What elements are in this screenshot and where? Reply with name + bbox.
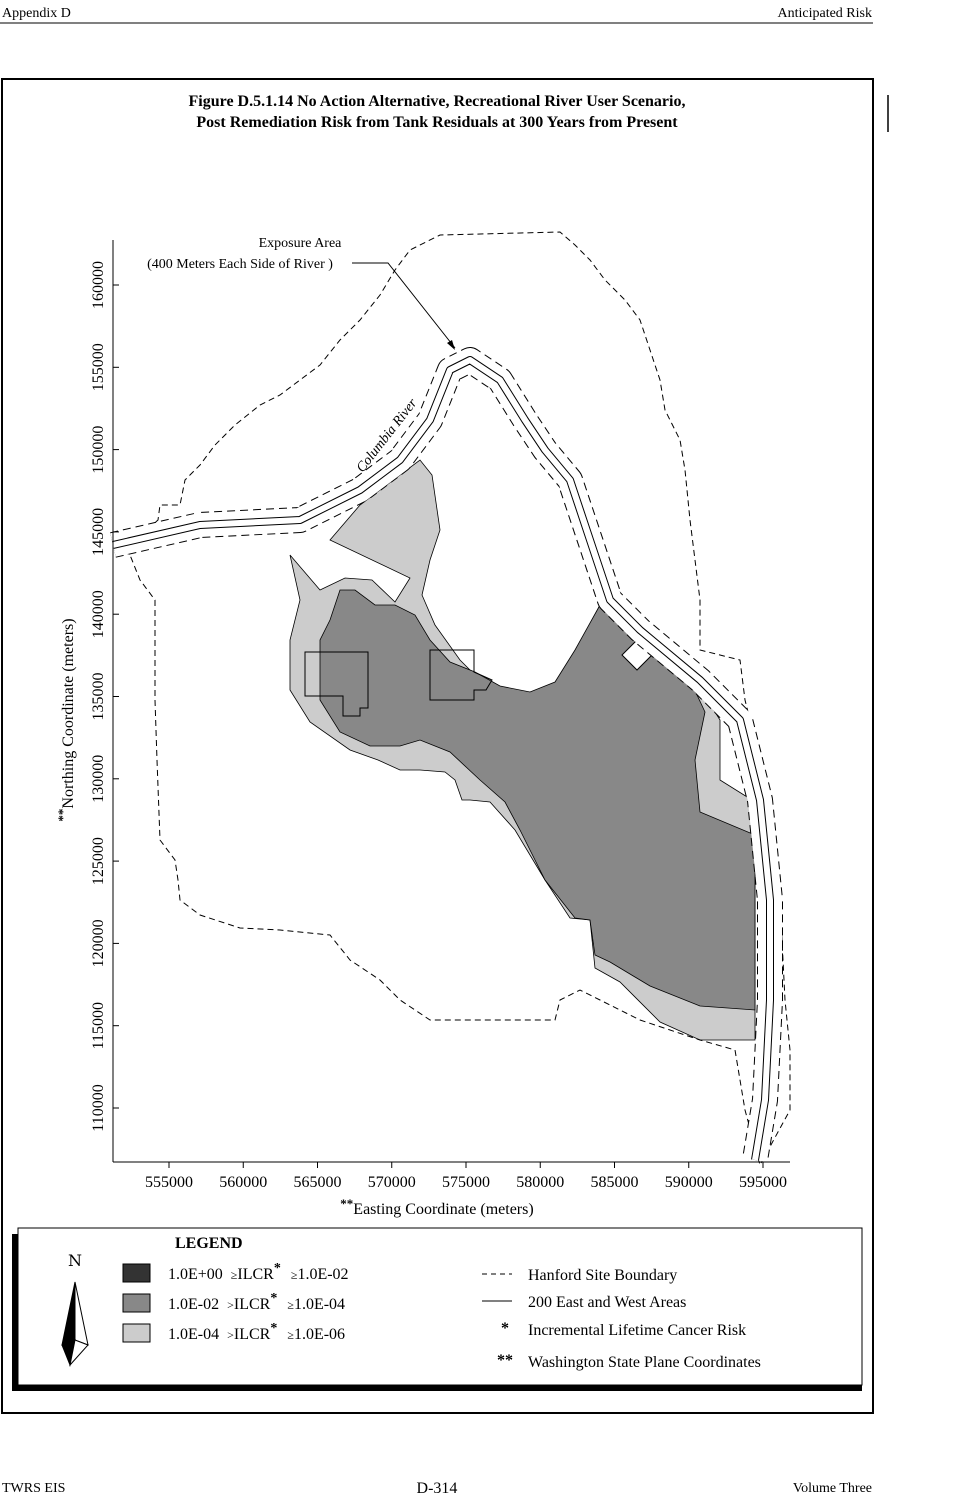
legend-symbol: * — [501, 1320, 509, 1337]
range-low: 1.0E-02 — [297, 1266, 348, 1283]
header-right: Anticipated Risk — [778, 6, 873, 21]
operator: ≥ — [287, 1298, 294, 1312]
legend-entry: 1.0E-02 >ILCR* ≥1.0E-04 — [168, 1291, 345, 1313]
operator: ≥ — [231, 1268, 238, 1282]
symbol-legend: Hanford Site Boundary 200 East and West A… — [482, 1267, 761, 1371]
figure-title: Figure D.5.1.14 No Action Alternative, R… — [189, 93, 686, 110]
y-tick-label: 110000 — [90, 1084, 107, 1131]
range-high: 1.0E+00 — [168, 1266, 223, 1283]
axes: 555000 560000 565000 570000 575000 580000 5850… — [90, 240, 790, 1191]
river — [110, 347, 783, 1163]
river-water — [112, 357, 773, 1161]
operator: > — [227, 1298, 234, 1312]
y-tick-label: 150000 — [90, 426, 107, 474]
operator: ≥ — [291, 1268, 298, 1282]
200-west-area — [304, 651, 369, 717]
legend-entry: 200 East and West Areas — [528, 1294, 686, 1311]
footer-left: TWRS EIS — [2, 1481, 65, 1496]
legend-entry: Hanford Site Boundary — [528, 1267, 677, 1284]
y-tick-label: 120000 — [90, 919, 107, 967]
annotation: Exposure Area — [259, 236, 343, 251]
legend-entry: Incremental Lifetime Cancer Risk — [528, 1322, 746, 1339]
arrow-part — [69, 1339, 89, 1367]
x-tick-label: 555000 — [145, 1174, 193, 1191]
north-label: N — [68, 1251, 82, 1270]
x-tick-label: 565000 — [294, 1174, 342, 1191]
y-tick-label: 140000 — [90, 590, 107, 638]
mark: * — [270, 1321, 277, 1336]
legend-title: LEGEND — [175, 1235, 243, 1252]
range-high: 1.0E-02 — [168, 1296, 219, 1313]
risk-legend: 1.0E+00 ≥ILCR* ≥1.0E-021.0E-02 >ILCR* ≥1.0E-… — [122, 1261, 349, 1343]
term: ILCR — [237, 1266, 274, 1283]
figure-frame — [1, 78, 874, 1414]
x-tick-label: 590000 — [665, 1174, 713, 1191]
mark: * — [270, 1291, 277, 1306]
x-axis-label: **Easting Coordinate (meters) — [340, 1196, 533, 1218]
range-low: 1.0E-04 — [294, 1296, 345, 1313]
y-tick-label: 145000 — [90, 508, 107, 556]
risk-zone-mid — [319, 589, 756, 1011]
header-left: Appendix D — [2, 6, 71, 21]
legend-entry: Washington State Plane Coordinates — [528, 1354, 761, 1371]
x-tick-label: 585000 — [591, 1174, 639, 1191]
map: Exposure Area (400 Meters Each Side of R… — [110, 231, 791, 1167]
leader-line — [352, 262, 456, 349]
legend-symbol: ** — [497, 1352, 513, 1369]
legend-swatch — [122, 1293, 151, 1313]
200-east-area — [429, 649, 493, 701]
annotation: (400 Meters Each Side of River ) — [147, 257, 333, 272]
y-tick-label: 115000 — [90, 1002, 107, 1049]
x-tick-label: 595000 — [739, 1174, 787, 1191]
operator: > — [227, 1328, 234, 1342]
footer-right: Volume Three — [793, 1481, 872, 1496]
y-tick-label: 130000 — [90, 755, 107, 803]
figure-title: Post Remediation Risk from Tank Residual… — [196, 114, 678, 131]
x-tick-label: 575000 — [442, 1174, 490, 1191]
legend-entry: 1.0E+00 ≥ILCR* ≥1.0E-02 — [168, 1261, 349, 1283]
legend-swatch — [122, 1323, 151, 1343]
term: ILCR — [234, 1296, 271, 1313]
y-tick-label: 135000 — [90, 673, 107, 721]
north-arrow — [61, 1281, 89, 1367]
legend-swatch — [122, 1263, 151, 1283]
x-tick-label: 560000 — [219, 1174, 267, 1191]
label-text: Easting Coordinate (meters) — [353, 1201, 533, 1218]
x-tick-label: 570000 — [368, 1174, 416, 1191]
y-axis-label: **Northing Coordinate (meters) — [55, 618, 77, 821]
mark: * — [274, 1261, 281, 1276]
site-boundary — [111, 231, 791, 1167]
label-prefix: ** — [340, 1196, 353, 1211]
y-tick-label: 125000 — [90, 837, 107, 885]
range-low: 1.0E-06 — [294, 1326, 345, 1343]
footer-center: D-314 — [417, 1480, 458, 1497]
arrowhead — [447, 340, 455, 350]
legend-box — [17, 1227, 863, 1386]
x-tick-label: 580000 — [516, 1174, 564, 1191]
y-tick-label: 160000 — [90, 261, 107, 309]
range-high: 1.0E-04 — [168, 1326, 219, 1343]
y-tick-label: 155000 — [90, 343, 107, 391]
operator: ≥ — [287, 1328, 294, 1342]
legend-entry: 1.0E-04 >ILCR* ≥1.0E-06 — [168, 1321, 345, 1343]
term: ILCR — [234, 1326, 271, 1343]
label-text: Northing Coordinate (meters) — [60, 618, 77, 808]
label-prefix: ** — [55, 809, 70, 822]
